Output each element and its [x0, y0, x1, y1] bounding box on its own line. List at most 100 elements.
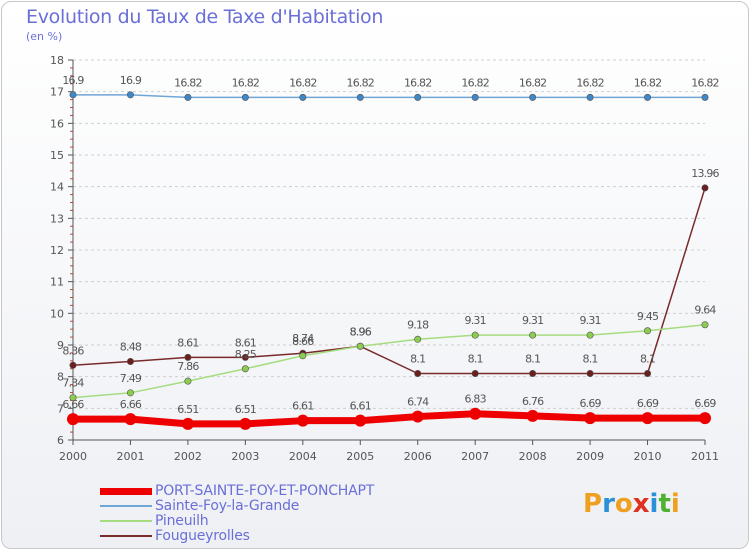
data-label: 16.9 — [62, 74, 84, 87]
data-point — [296, 414, 309, 427]
series-line-3 — [72, 187, 706, 375]
data-point — [414, 335, 422, 343]
data-label: 16.82 — [634, 76, 662, 89]
series-line-0 — [69, 410, 709, 428]
y-tick-label: 6 — [57, 434, 64, 447]
y-tick-label: 8 — [57, 371, 64, 384]
data-point — [471, 93, 479, 101]
y-tick-label: 17 — [50, 86, 64, 99]
data-label: 6.51 — [235, 403, 256, 416]
data-point — [529, 93, 537, 101]
data-point — [356, 93, 364, 101]
data-label: 6.61 — [292, 400, 313, 413]
chart-subtitle: (en %) — [26, 30, 63, 43]
data-point — [411, 410, 424, 423]
x-tick-label: 2009 — [576, 450, 604, 463]
proxiti-logo: Proxiti — [583, 489, 680, 519]
legend-label: Pineuilh — [155, 513, 209, 529]
legend-label: Fougueyrolles — [155, 528, 250, 544]
data-label: 9.18 — [407, 318, 429, 331]
x-tick-label: 2007 — [461, 450, 489, 463]
y-tick-label: 12 — [50, 244, 64, 257]
data-label: 8.1 — [410, 353, 425, 366]
x-tick-label: 2010 — [634, 450, 662, 463]
data-label: 8.1 — [468, 353, 483, 366]
data-point — [124, 413, 137, 426]
logo-letter: P — [583, 489, 603, 519]
data-label: 6.66 — [120, 398, 142, 411]
data-label: 6.51 — [177, 403, 198, 416]
data-point — [67, 413, 79, 426]
legend-swatch — [100, 487, 152, 495]
data-label: 9.31 — [465, 314, 486, 327]
data-label: 9.64 — [694, 304, 716, 317]
data-point — [69, 394, 77, 402]
data-label: 8.74 — [292, 332, 314, 345]
data-label: 16.82 — [347, 76, 375, 89]
data-label: 6.83 — [465, 393, 487, 406]
data-point — [184, 377, 192, 385]
data-label: 6.61 — [350, 400, 371, 413]
data-label: 6.66 — [62, 398, 84, 411]
data-point — [299, 93, 307, 101]
data-label: 16.82 — [174, 76, 202, 89]
data-point — [299, 352, 307, 360]
logo-letter: t — [658, 489, 671, 519]
data-point — [701, 184, 709, 192]
y-tick-label: 18 — [50, 54, 64, 67]
data-label: 16.82 — [576, 76, 604, 89]
data-point — [184, 353, 192, 361]
data-point — [241, 353, 249, 361]
x-tick-label: 2006 — [404, 450, 432, 463]
logo-letter: r — [602, 489, 615, 519]
legend-label: Sainte-Foy-la-Grande — [155, 498, 300, 514]
data-label: 8.48 — [120, 340, 142, 353]
y-tick-label: 7 — [57, 402, 64, 415]
logo-letter: x — [632, 489, 650, 519]
data-label: 8.96 — [350, 325, 372, 338]
x-tick-label: 2008 — [519, 450, 547, 463]
data-label: 13.96 — [691, 167, 719, 180]
logo-letter: o — [614, 489, 633, 519]
x-tick-label: 2002 — [174, 450, 202, 463]
legend-label: PORT-SAINTE-FOY-ET-PONCHAPT — [155, 483, 375, 499]
x-tick-label: 2000 — [59, 450, 87, 463]
data-label: 9.31 — [579, 314, 600, 327]
data-label: 16.82 — [519, 76, 547, 89]
data-point — [526, 409, 539, 422]
legend-swatch — [100, 520, 152, 522]
data-label: 7.49 — [120, 372, 142, 385]
data-point — [529, 369, 537, 377]
data-point — [641, 412, 654, 425]
x-tick-label: 2003 — [231, 450, 259, 463]
data-label: 16.82 — [289, 76, 317, 89]
data-point — [241, 93, 249, 101]
data-point — [354, 414, 367, 427]
data-label: 16.82 — [232, 76, 260, 89]
data-point — [701, 93, 709, 101]
data-label: 6.69 — [694, 397, 716, 410]
data-point — [699, 412, 711, 425]
data-point — [356, 342, 364, 350]
data-point — [586, 93, 594, 101]
data-label: 9.45 — [637, 310, 659, 323]
y-tick-label: 16 — [50, 117, 64, 130]
chart-title: Evolution du Taux de Taxe d'Habitation — [26, 6, 384, 28]
data-label: 8.36 — [62, 344, 84, 357]
legend-swatch — [100, 535, 152, 537]
data-point — [644, 93, 652, 101]
data-point — [69, 91, 77, 99]
data-point — [471, 369, 479, 377]
legend-swatch — [100, 505, 152, 507]
data-point — [471, 331, 479, 339]
x-tick-label: 2005 — [346, 450, 374, 463]
data-label: 6.76 — [522, 395, 544, 408]
x-tick-label: 2011 — [691, 450, 719, 463]
data-label: 16.9 — [120, 74, 142, 87]
data-label: 16.82 — [461, 76, 489, 89]
data-label: 8.66 — [292, 335, 314, 348]
data-point — [126, 91, 134, 99]
data-point — [126, 389, 134, 397]
